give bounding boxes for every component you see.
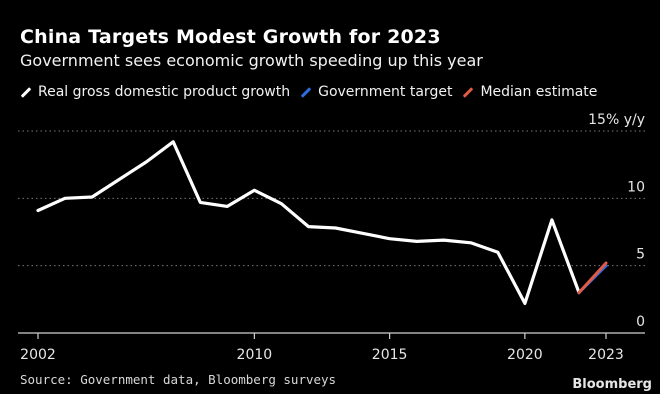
x-axis: [18, 332, 645, 339]
x-tick-label: 2023: [588, 347, 624, 363]
chart-subtitle: Government sees economic growth speeding…: [20, 51, 483, 70]
legend-item-median-estimate: Median estimate: [462, 84, 597, 100]
legend-label-government-target: Government target: [318, 84, 453, 100]
y-tick-label: 5: [636, 247, 645, 263]
y-tick-label: 10: [627, 179, 645, 195]
x-tick-label: 2015: [372, 347, 408, 363]
legend-item-real-gdp: Real gross domestic product growth: [20, 84, 290, 100]
y-tick-label: 15% y/y: [588, 112, 645, 128]
legend: Real gross domestic product growth Gover…: [20, 84, 607, 100]
x-tick-label: 2020: [507, 347, 543, 363]
x-tick-label: 2002: [20, 347, 56, 363]
series-line-0: [36, 140, 581, 305]
legend-label-real-gdp: Real gross domestic product growth: [38, 84, 291, 100]
tick-labels: 15% y/y 10 5 0 2002 2010 2015 2020 2023: [20, 112, 645, 363]
chart-title: China Targets Modest Growth for 2023: [20, 26, 441, 48]
source-note: Source: Government data, Bloomberg surve…: [20, 372, 337, 387]
x-tick-label: 2010: [237, 347, 273, 363]
legend-label-median-estimate: Median estimate: [480, 84, 598, 100]
y-tick-label: 0: [636, 314, 645, 330]
gridlines: [18, 130, 645, 267]
series-lines: [36, 140, 608, 305]
bloomberg-logo: Bloomberg: [572, 377, 652, 392]
legend-item-government-target: Government target: [300, 84, 452, 100]
series-line-2: [577, 261, 608, 295]
